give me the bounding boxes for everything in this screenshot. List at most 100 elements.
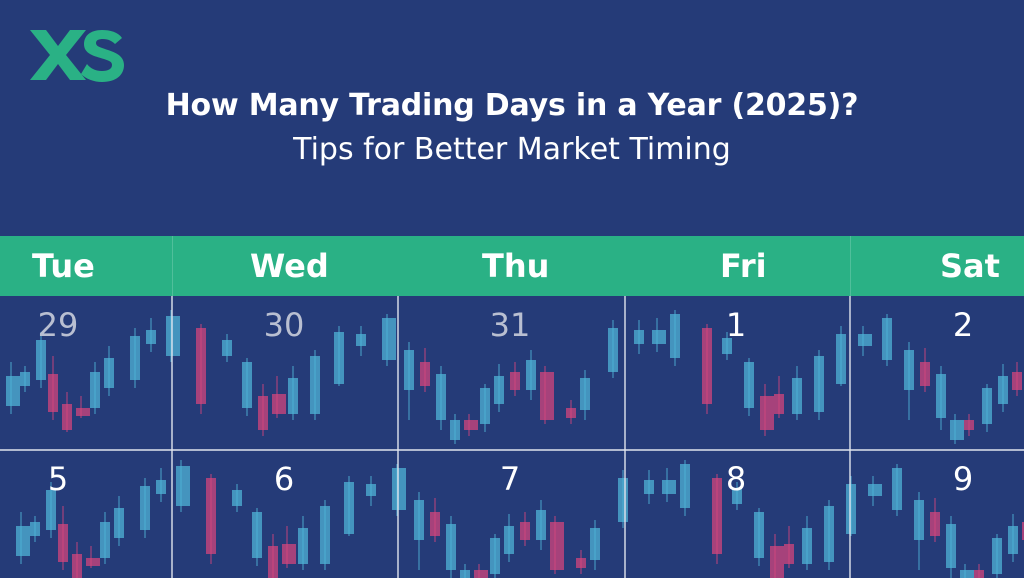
page-subtitle: Tips for Better Market Timing: [293, 132, 731, 167]
page-title: How Many Trading Days in a Year (2025)?: [165, 88, 859, 123]
candle-body: [446, 524, 456, 570]
candle-body: [930, 512, 940, 536]
logo-s-shape: [81, 30, 124, 82]
candle-body: [644, 480, 654, 494]
candle-body: [802, 528, 812, 564]
candle-body: [920, 362, 930, 386]
date-cell: 29: [37, 306, 79, 344]
candle-body: [268, 546, 278, 578]
candlestick-decoration: [6, 310, 1024, 578]
candle-body: [754, 512, 764, 558]
candle-body: [494, 376, 504, 404]
candle-body: [288, 378, 298, 414]
candle-body: [576, 558, 586, 568]
candle-body: [770, 546, 784, 578]
candle-body: [436, 374, 446, 420]
candle-body: [232, 490, 242, 506]
candle-body: [846, 484, 856, 534]
candle-body: [404, 350, 414, 390]
candle-body: [608, 328, 618, 372]
candle-body: [86, 558, 100, 566]
candle-body: [634, 330, 644, 344]
candle-body: [16, 526, 30, 556]
candle-body: [58, 524, 68, 562]
candle-body: [382, 318, 396, 360]
candle-body: [670, 314, 680, 358]
candle-body: [490, 538, 500, 574]
candle-body: [536, 510, 546, 540]
day-label-thu: Thu: [482, 247, 550, 285]
candle-body: [100, 522, 110, 558]
candle-body: [702, 328, 712, 404]
candle-body: [998, 376, 1008, 404]
date-cell: 7: [499, 460, 521, 498]
weekday-header-bar: [0, 236, 1024, 296]
candle-body: [104, 358, 114, 388]
candle-body: [414, 500, 424, 540]
candle-body: [156, 480, 166, 494]
candle-body: [242, 362, 252, 408]
candle-body: [450, 420, 460, 440]
date-cell: 31: [489, 306, 531, 344]
candle-body: [36, 340, 46, 380]
candle-body: [166, 316, 180, 356]
candle-body: [760, 396, 774, 430]
candle-body: [836, 334, 846, 384]
candle-body: [540, 372, 554, 420]
candle-body: [722, 338, 732, 354]
grid-lines: [0, 296, 1024, 578]
candle-body: [784, 544, 794, 564]
candle-body: [140, 486, 150, 530]
candle-body: [814, 356, 824, 412]
candle-body: [252, 512, 262, 558]
candle-body: [858, 334, 872, 346]
date-cell: 6: [273, 460, 295, 498]
candle-body: [30, 522, 40, 536]
candle-body: [946, 524, 956, 568]
candle-body: [130, 336, 140, 380]
candle-body: [146, 330, 156, 344]
candle-body: [914, 500, 924, 540]
header-divider: [850, 236, 851, 296]
header-divider: [172, 236, 173, 296]
logo-x-shape: [30, 30, 86, 80]
candle-body: [520, 522, 530, 540]
xs-logo: [30, 30, 124, 82]
date-cell: 5: [47, 460, 69, 498]
candle-body: [1012, 372, 1022, 390]
candle-body: [298, 528, 308, 564]
date-cell: 30: [263, 306, 305, 344]
candle-body: [904, 350, 914, 390]
candle-body: [344, 482, 354, 534]
candle-body: [550, 522, 564, 570]
candle-body: [792, 378, 802, 414]
candle-body: [974, 570, 984, 578]
candle-body: [46, 490, 56, 530]
calendar-grid: [0, 296, 1024, 578]
day-label-wed: Wed: [250, 247, 329, 285]
candle-body: [732, 488, 742, 504]
date-cell: 9: [952, 460, 974, 498]
candle-body: [960, 570, 974, 578]
candle-body: [774, 394, 784, 414]
candle-body: [590, 528, 600, 560]
day-label-fri: Fri: [720, 247, 767, 285]
candle-body: [936, 374, 946, 418]
candle-body: [480, 388, 490, 424]
date-cell: 8: [725, 460, 747, 498]
candle-body: [526, 360, 536, 390]
candle-body: [366, 484, 376, 496]
candle-body: [206, 478, 216, 554]
candle-body: [882, 318, 892, 360]
candle-body: [310, 356, 320, 414]
candle-body: [652, 330, 666, 344]
candle-body: [356, 334, 366, 346]
candle-body: [258, 396, 268, 430]
candle-body: [662, 480, 676, 494]
candle-body: [1008, 526, 1018, 554]
candle-body: [1022, 522, 1024, 540]
candle-body: [680, 464, 690, 508]
candle-body: [48, 374, 58, 412]
date-cell: 2: [952, 306, 974, 344]
candle-body: [76, 408, 90, 416]
